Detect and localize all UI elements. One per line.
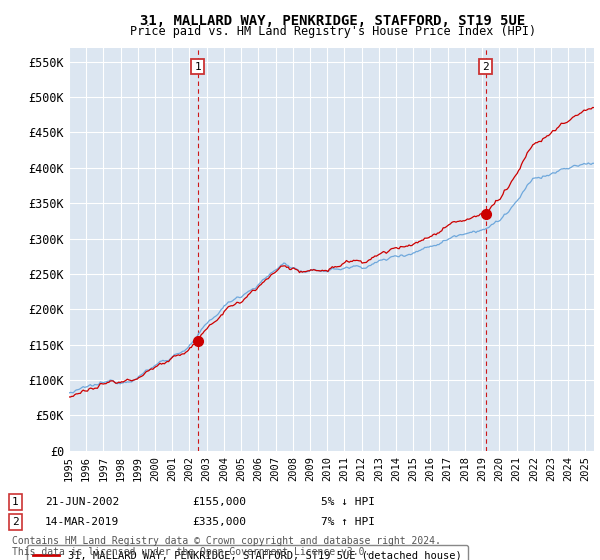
Text: 14-MAR-2019: 14-MAR-2019	[45, 517, 119, 527]
Text: 21-JUN-2002: 21-JUN-2002	[45, 497, 119, 507]
Text: Price paid vs. HM Land Registry's House Price Index (HPI): Price paid vs. HM Land Registry's House …	[130, 25, 536, 38]
Text: 31, MALLARD WAY, PENKRIDGE, STAFFORD, ST19 5UE: 31, MALLARD WAY, PENKRIDGE, STAFFORD, ST…	[140, 14, 526, 28]
Text: 7% ↑ HPI: 7% ↑ HPI	[321, 517, 375, 527]
Text: Contains HM Land Registry data © Crown copyright and database right 2024.
This d: Contains HM Land Registry data © Crown c…	[12, 536, 441, 557]
Text: 1: 1	[194, 62, 201, 72]
Text: 1: 1	[12, 497, 19, 507]
Text: 2: 2	[12, 517, 19, 527]
Text: 5% ↓ HPI: 5% ↓ HPI	[321, 497, 375, 507]
Text: £155,000: £155,000	[192, 497, 246, 507]
Text: 2: 2	[482, 62, 489, 72]
Text: £335,000: £335,000	[192, 517, 246, 527]
Legend: 31, MALLARD WAY, PENKRIDGE, STAFFORD, ST19 5UE (detached house), HPI: Average pr: 31, MALLARD WAY, PENKRIDGE, STAFFORD, ST…	[27, 545, 467, 560]
